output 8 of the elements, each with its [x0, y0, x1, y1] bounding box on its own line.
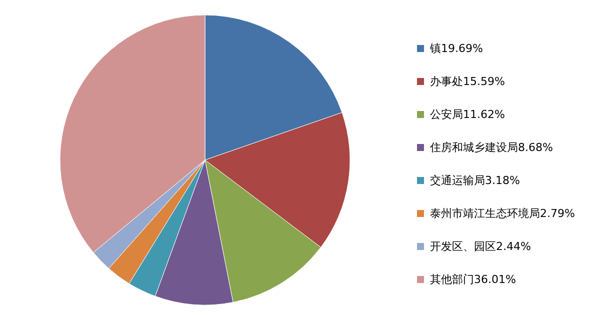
legend-label: 镇19.69% — [429, 42, 483, 55]
legend-label: 泰州市靖江生态环境局2.79% — [430, 207, 575, 220]
legend-label: 其他部门36.01% — [430, 273, 516, 286]
legend-label: 交通运输局3.18% — [430, 174, 520, 187]
legend-label: 住房和城乡建设局8.68% — [430, 141, 553, 154]
legend-label: 开发区、园区2.44% — [430, 240, 531, 253]
legend-label: 办事处15.59% — [430, 75, 505, 88]
legend-label: 公安局11.62% — [430, 108, 505, 121]
